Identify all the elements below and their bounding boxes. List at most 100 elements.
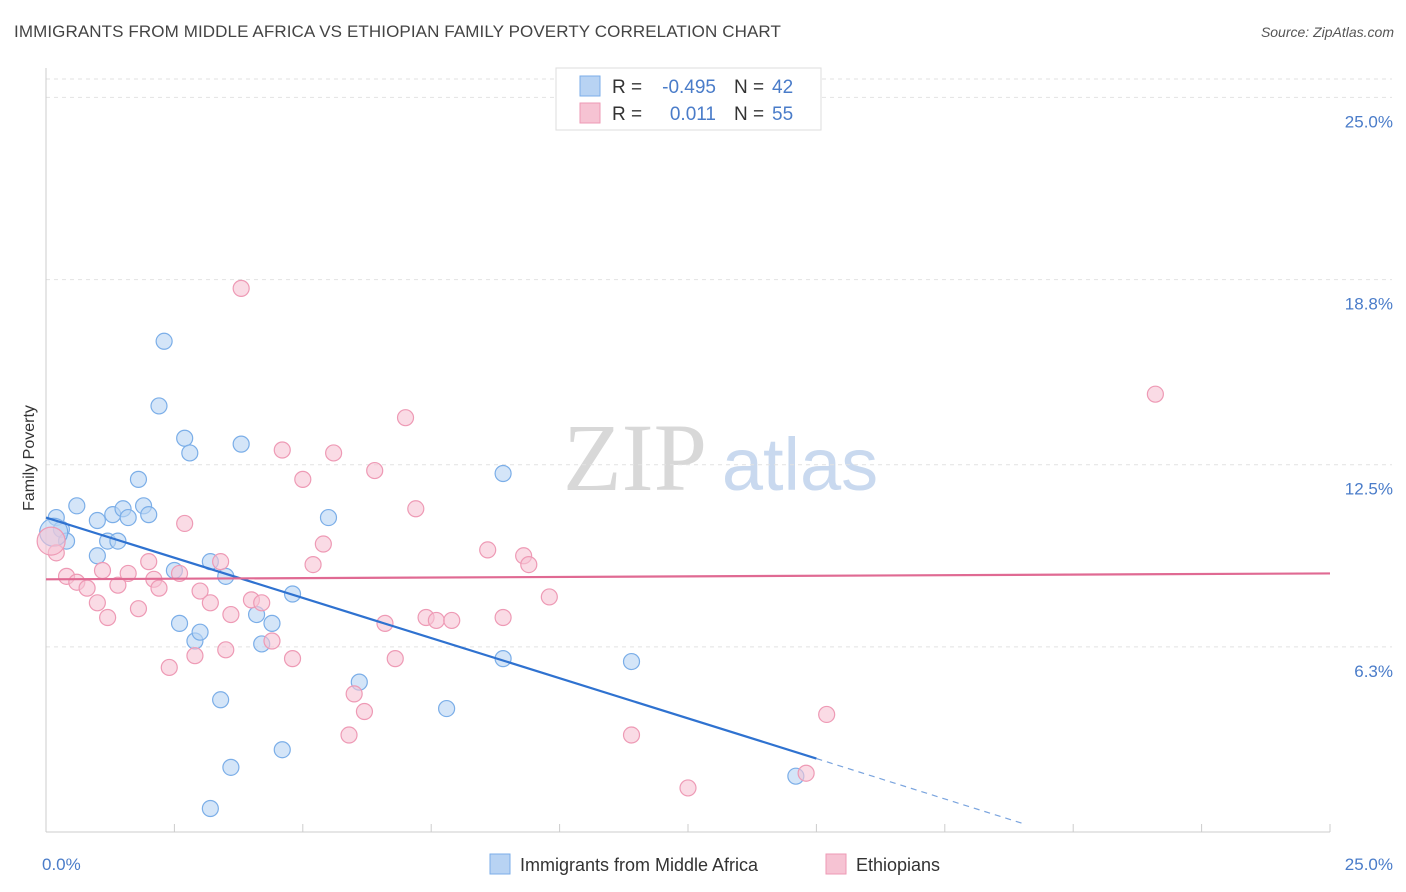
point-middle-africa-3 — [68, 497, 86, 515]
y-tick-label-3: 25.0% — [1345, 112, 1393, 131]
point-ethiopians-29 — [304, 555, 322, 574]
point-ethiopians-44 — [494, 608, 512, 627]
point-ethiopians-28 — [294, 470, 312, 488]
point-middle-africa-32 — [319, 508, 338, 527]
point-ethiopians-14 — [170, 564, 189, 583]
point-ethiopians-4 — [88, 594, 106, 612]
x-tick-label-min: 0.0% — [42, 855, 81, 874]
point-ethiopians-9 — [129, 600, 148, 618]
legend-r-label-1: R = — [612, 104, 642, 125]
point-ethiopians-15 — [176, 514, 194, 533]
point-ethiopians-18 — [201, 594, 219, 612]
legend-r-label-0: R = — [612, 77, 642, 98]
point-middle-africa-39 — [201, 799, 219, 818]
point-ethiopians-54 — [36, 526, 66, 556]
bottom-legend-swatch-ethiopians — [825, 853, 847, 875]
point-ethiopians-34 — [355, 702, 374, 721]
point-ethiopians-26 — [273, 441, 291, 459]
point-ethiopians-30 — [314, 535, 332, 553]
point-ethiopians-21 — [222, 605, 240, 624]
y-tick-label-0: 6.3% — [1354, 662, 1393, 681]
point-ethiopians-10 — [140, 553, 158, 571]
point-middle-africa-4 — [88, 547, 106, 565]
point-ethiopians-42 — [443, 611, 461, 630]
point-middle-africa-10 — [119, 508, 137, 527]
legend-n-label-1: N = — [734, 104, 764, 125]
point-ethiopians-48 — [622, 726, 641, 744]
point-middle-africa-23 — [212, 691, 230, 709]
legend-r-value-0: -0.495 — [662, 77, 716, 98]
chart-title: IMMIGRANTS FROM MIDDLE AFRICA VS ETHIOPI… — [14, 22, 781, 41]
y-tick-label-1: 12.5% — [1345, 480, 1393, 499]
point-ethiopians-35 — [366, 461, 384, 480]
bottom-legend-swatch-middle-africa — [489, 853, 511, 875]
legend-n-label-0: N = — [734, 77, 764, 98]
series-middle-africa-points — [39, 332, 805, 818]
point-middle-africa-13 — [140, 506, 158, 524]
point-ethiopians-37 — [386, 650, 404, 668]
point-ethiopians-47 — [540, 588, 558, 606]
source-label: Source: ZipAtlas.com — [1260, 24, 1394, 40]
trend-line-middle-africa — [45, 516, 817, 760]
legend-r-value-1: 0.011 — [670, 104, 716, 125]
point-middle-africa-17 — [170, 614, 189, 632]
point-ethiopians-43 — [479, 541, 497, 559]
point-middle-africa-29 — [263, 614, 281, 632]
point-ethiopians-46 — [520, 555, 538, 574]
point-middle-africa-25 — [222, 758, 240, 776]
point-ethiopians-32 — [340, 726, 358, 744]
point-middle-africa-34 — [438, 699, 456, 718]
point-middle-africa-37 — [622, 652, 641, 671]
legend-swatch-middle-africa — [579, 75, 601, 97]
point-ethiopians-7 — [109, 576, 127, 594]
y-tick-label-2: 18.8% — [1345, 295, 1393, 314]
series-ethiopians-points — [36, 88, 1164, 797]
y-axis-label: Family Poverty — [21, 405, 38, 511]
point-ethiopians-3 — [78, 579, 96, 597]
point-ethiopians-50 — [679, 779, 697, 797]
point-ethiopians-52 — [818, 705, 836, 724]
legend-n-value-1: 55 — [772, 104, 793, 125]
x-tick-label-max: 25.0% — [1345, 855, 1393, 874]
point-ethiopians-53 — [1146, 385, 1164, 403]
point-ethiopians-31 — [325, 444, 343, 462]
trend-line-ethiopians — [45, 572, 1331, 581]
point-ethiopians-16 — [186, 647, 204, 665]
point-middle-africa-30 — [273, 741, 291, 759]
series-legend: Immigrants from Middle Africa Ethiopians — [489, 853, 940, 875]
point-ethiopians-22 — [232, 279, 250, 297]
point-ethiopians-39 — [407, 500, 425, 518]
point-middle-africa-15 — [155, 332, 173, 350]
bottom-legend-label-middle-africa: Immigrants from Middle Africa — [520, 855, 759, 875]
point-ethiopians-13 — [160, 658, 178, 677]
axes — [45, 68, 1331, 833]
watermark-zip: ZIP — [563, 404, 707, 511]
point-middle-africa-35 — [494, 464, 512, 483]
point-ethiopians-19 — [212, 553, 230, 571]
tick-labels: 6.3% 12.5% 18.8% 25.0% 0.0% 25.0% — [42, 112, 1393, 874]
point-ethiopians-17 — [191, 582, 209, 600]
point-ethiopians-6 — [99, 608, 117, 627]
trend-line-middle-africa-extension — [816, 757, 1023, 824]
point-ethiopians-38 — [396, 409, 415, 427]
legend-swatch-ethiopians — [579, 102, 601, 124]
point-ethiopians-20 — [217, 641, 235, 659]
point-middle-africa-5 — [88, 511, 106, 530]
point-middle-africa-18 — [176, 429, 194, 447]
legend-n-value-0: 42 — [772, 77, 793, 98]
point-ethiopians-27 — [283, 650, 302, 668]
trend-lines — [45, 516, 1331, 824]
point-middle-africa-11 — [129, 470, 148, 488]
point-ethiopians-24 — [253, 594, 271, 612]
bottom-legend-label-ethiopians: Ethiopians — [856, 855, 940, 875]
point-middle-africa-21 — [191, 623, 209, 641]
point-middle-africa-14 — [150, 397, 168, 415]
gridlines — [46, 78, 1392, 648]
point-ethiopians-33 — [345, 685, 363, 703]
point-ethiopians-41 — [427, 611, 445, 630]
point-ethiopians-5 — [93, 561, 112, 580]
point-ethiopians-12 — [150, 579, 168, 597]
point-middle-africa-26 — [232, 435, 250, 453]
point-ethiopians-25 — [263, 632, 281, 650]
